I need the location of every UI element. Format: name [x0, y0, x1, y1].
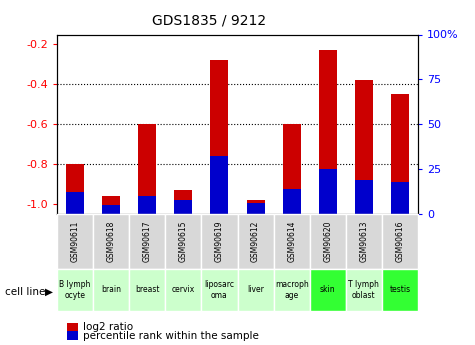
Bar [165, 214, 201, 269]
Text: GSM90616: GSM90616 [396, 221, 404, 262]
Bar [201, 214, 238, 269]
Bar [66, 164, 84, 214]
Bar [382, 269, 418, 310]
Bar [319, 50, 337, 214]
Bar [102, 196, 120, 214]
Text: log2 ratio: log2 ratio [83, 322, 133, 332]
Bar [346, 214, 382, 269]
Bar [283, 189, 301, 214]
Bar [174, 190, 192, 214]
Text: GSM90617: GSM90617 [143, 221, 152, 262]
Bar [93, 214, 129, 269]
Text: B lymph
ocyte: B lymph ocyte [59, 280, 91, 299]
Text: macroph
age: macroph age [275, 280, 309, 299]
Bar [346, 269, 382, 310]
Bar [319, 169, 337, 214]
Bar [138, 124, 156, 214]
Text: percentile rank within the sample: percentile rank within the sample [83, 331, 259, 341]
Bar [129, 214, 165, 269]
Text: brain: brain [101, 285, 121, 294]
Bar [391, 181, 409, 214]
Text: cervix: cervix [172, 285, 195, 294]
Bar [93, 269, 129, 310]
Bar [174, 199, 192, 214]
Text: GSM90614: GSM90614 [287, 221, 296, 262]
Text: liver: liver [247, 285, 264, 294]
Bar [382, 214, 418, 269]
Bar [210, 157, 228, 214]
Bar [391, 94, 409, 214]
Bar [238, 214, 274, 269]
Text: T lymph
oblast: T lymph oblast [349, 280, 379, 299]
Text: GSM90618: GSM90618 [107, 221, 115, 262]
Text: breast: breast [135, 285, 160, 294]
Bar [210, 60, 228, 214]
Text: GSM90619: GSM90619 [215, 221, 224, 262]
Bar [247, 203, 265, 214]
Bar [355, 180, 373, 214]
Text: GSM90611: GSM90611 [71, 221, 79, 262]
Bar [247, 200, 265, 214]
Bar [274, 269, 310, 310]
Bar [138, 196, 156, 214]
Bar [129, 269, 165, 310]
Text: testis: testis [390, 285, 410, 294]
Bar [310, 269, 346, 310]
Text: skin: skin [320, 285, 335, 294]
Text: GSM90612: GSM90612 [251, 221, 260, 262]
Bar [355, 80, 373, 214]
Bar [201, 269, 238, 310]
Text: cell line: cell line [5, 287, 45, 296]
Text: GDS1835 / 9212: GDS1835 / 9212 [152, 14, 266, 28]
Bar [57, 214, 93, 269]
Bar [66, 193, 84, 214]
Bar [310, 214, 346, 269]
Text: ▶: ▶ [45, 287, 53, 296]
Bar [274, 214, 310, 269]
Text: GSM90615: GSM90615 [179, 221, 188, 262]
Text: liposarc
oma: liposarc oma [204, 280, 235, 299]
Bar [102, 205, 120, 214]
Bar [165, 269, 201, 310]
Bar [57, 269, 93, 310]
Text: GSM90620: GSM90620 [323, 221, 332, 262]
Bar [238, 269, 274, 310]
Text: GSM90613: GSM90613 [360, 221, 368, 262]
Bar [283, 124, 301, 214]
